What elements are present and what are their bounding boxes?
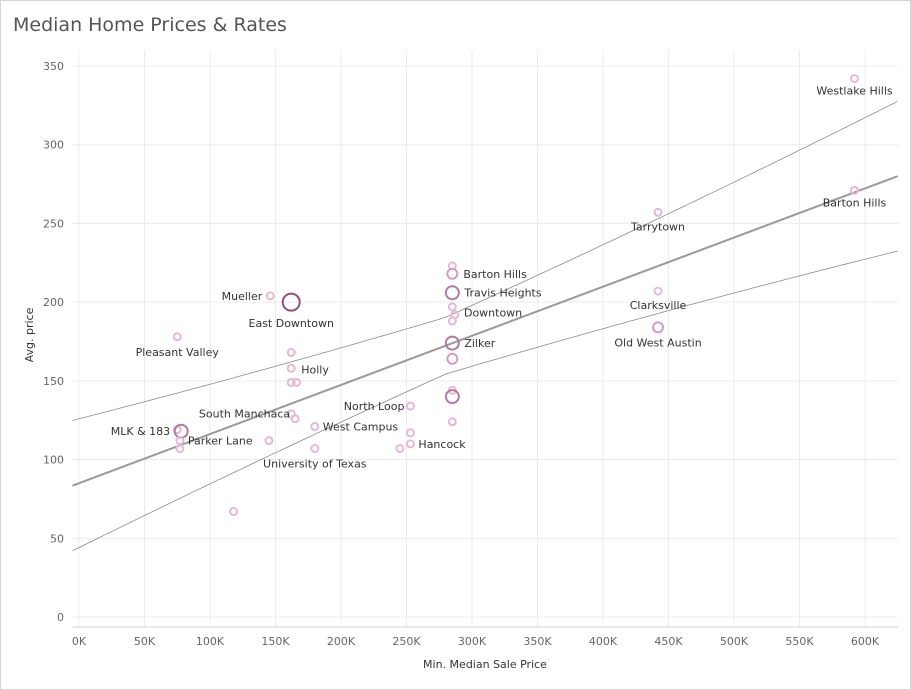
x-tick-label: 100K <box>196 635 225 648</box>
data-point[interactable] <box>291 377 301 387</box>
y-tick-label: 200 <box>43 296 64 309</box>
data-point[interactable] <box>405 401 415 411</box>
point-label: North Loop <box>344 400 405 413</box>
point-label: Mueller <box>222 290 263 303</box>
chart-title: Median Home Prices & Rates <box>13 14 287 36</box>
point-label: Old West Austin <box>614 336 701 349</box>
point-label: MLK & 183 <box>111 425 170 438</box>
point-label: Downtown <box>464 307 522 320</box>
data-point[interactable] <box>395 444 405 454</box>
y-tick-label: 0 <box>57 611 64 624</box>
confidence-band-upper <box>72 100 898 421</box>
x-tick-label: 450K <box>654 635 683 648</box>
data-point[interactable] <box>652 321 665 334</box>
y-tick-label: 350 <box>43 60 64 73</box>
data-point[interactable] <box>172 332 182 342</box>
data-point[interactable] <box>653 207 663 217</box>
point-label: Hancock <box>418 438 466 451</box>
x-tick-label: 300K <box>458 635 487 648</box>
data-point[interactable] <box>290 414 300 424</box>
point-label: Pleasant Valley <box>136 346 220 359</box>
y-tick-label: 250 <box>43 217 64 230</box>
confidence-band-lower <box>72 250 898 552</box>
point-label: Clarksville <box>630 299 687 312</box>
x-axis-title: Min. Median Sale Price <box>423 658 547 671</box>
point-label: University of Texas <box>263 458 367 471</box>
data-point[interactable] <box>444 285 460 301</box>
trend-line <box>72 175 898 487</box>
data-point[interactable] <box>264 436 274 446</box>
x-tick-label: 150K <box>261 635 290 648</box>
data-point[interactable] <box>286 377 296 387</box>
point-label: Tarrytown <box>630 220 685 233</box>
point-label: Zilker <box>464 337 495 350</box>
data-point[interactable] <box>446 267 459 280</box>
x-tick-label: 400K <box>589 635 618 648</box>
y-tick-label: 50 <box>50 532 64 545</box>
x-tick-label: 500K <box>720 635 749 648</box>
data-point[interactable] <box>446 352 459 365</box>
point-label: Holly <box>301 363 329 376</box>
data-point[interactable] <box>444 389 460 405</box>
y-tick-label: 100 <box>43 454 64 467</box>
x-tick-label: 50K <box>134 635 156 648</box>
point-label: Barton Hills <box>463 268 527 281</box>
data-point[interactable] <box>444 335 460 351</box>
point-label: Travis Heights <box>463 287 542 300</box>
data-point[interactable] <box>310 444 320 454</box>
x-tick-label: 0K <box>72 635 87 648</box>
data-point[interactable] <box>653 286 663 296</box>
y-axis-title: Avg. price <box>23 307 36 362</box>
data-point[interactable] <box>447 302 457 312</box>
point-label: West Campus <box>323 421 399 434</box>
x-tick-label: 550K <box>785 635 814 648</box>
point-label: Parker Lane <box>188 435 253 448</box>
data-point[interactable] <box>405 439 415 449</box>
data-point[interactable] <box>265 291 275 301</box>
data-point[interactable] <box>286 348 296 358</box>
data-point[interactable] <box>850 185 860 195</box>
y-tick-label: 300 <box>43 139 64 152</box>
point-label: Barton Hills <box>823 196 887 209</box>
x-tick-label: 250K <box>392 635 421 648</box>
x-tick-label: 200K <box>327 635 356 648</box>
data-point[interactable] <box>447 417 457 427</box>
x-tick-label: 350K <box>523 635 552 648</box>
y-tick-label: 150 <box>43 375 64 388</box>
data-point[interactable] <box>850 74 860 84</box>
data-point[interactable] <box>310 422 320 432</box>
point-label: South Manchaca <box>199 408 290 421</box>
data-point[interactable] <box>175 444 185 454</box>
data-point[interactable] <box>447 316 457 326</box>
data-point[interactable] <box>281 292 301 312</box>
x-tick-label: 600K <box>851 635 880 648</box>
point-label: Westlake Hills <box>816 85 893 98</box>
data-point[interactable] <box>286 363 296 373</box>
data-point[interactable] <box>229 507 239 517</box>
data-point[interactable] <box>405 428 415 438</box>
point-label: East Downtown <box>249 317 334 330</box>
